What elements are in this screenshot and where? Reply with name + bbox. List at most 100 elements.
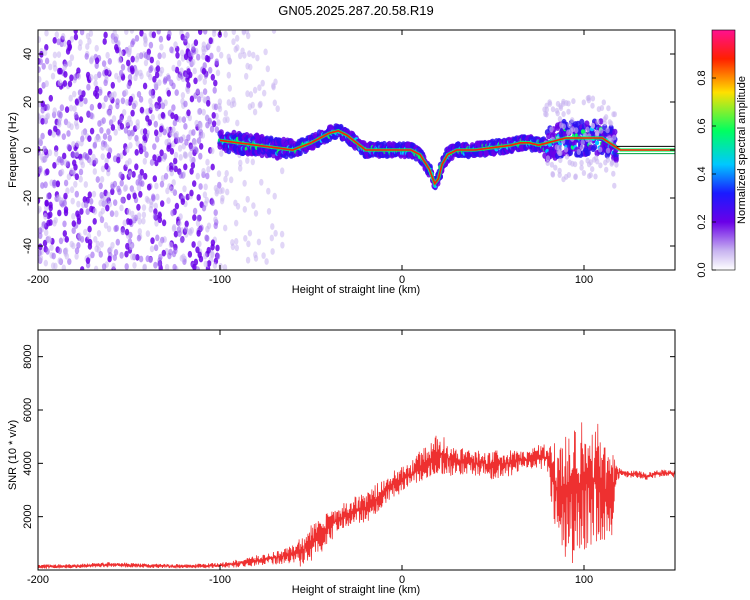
spectrogram-cell: [189, 144, 194, 152]
spectrogram-cell: [146, 183, 152, 191]
spectrogram-cell: [219, 150, 224, 157]
spectrogram-cell: [225, 116, 230, 123]
spectrogram-cell: [38, 197, 41, 204]
spectrogram-cell: [138, 255, 144, 263]
spectrogram-cell: [155, 65, 161, 73]
spectrogram-cell: [250, 158, 255, 166]
spectrogram-cell: [107, 255, 112, 263]
spectrogram-cell: [184, 138, 189, 146]
spectrogram-cell: [279, 230, 285, 238]
spectrogram-cell: [173, 113, 179, 121]
spectrogram-cell: [101, 102, 106, 109]
spectrogram-cell: [38, 232, 43, 240]
y-tick-label: -20: [22, 190, 34, 206]
spectrogram-cell: [216, 45, 221, 53]
spectrogram-cell: [148, 89, 153, 97]
spectrogram-cell: [191, 241, 196, 248]
spectrogram-cell: [144, 195, 150, 203]
colorbar-tick-label: 0.6: [696, 118, 708, 133]
spectrogram-cell: [63, 206, 69, 214]
spectrogram-cell: [59, 168, 65, 176]
spectrogram-cell: [586, 94, 592, 101]
spectrogram-cell: [581, 99, 586, 106]
spectrogram-cell: [113, 128, 118, 136]
spectrogram-cell: [82, 196, 88, 203]
spectrogram-cell: [141, 204, 147, 212]
spectrogram-cell: [78, 175, 83, 183]
spectrogram-cell: [38, 165, 43, 173]
spectrogram-cell: [207, 117, 212, 125]
spectrogram-cell: [598, 127, 604, 134]
spectrogram-cell: [149, 159, 155, 166]
spectrogram-cell: [136, 203, 141, 211]
spectrogram-cell: [196, 194, 201, 201]
spectrogram-cell: [171, 64, 176, 72]
spectrogram-cell: [603, 159, 608, 166]
x-tick-label: 100: [575, 274, 593, 286]
spectrogram-cell: [71, 151, 76, 159]
spectrogram-cell: [169, 79, 174, 87]
spectrogram-cell: [601, 99, 606, 106]
spectrogram-cell: [197, 240, 202, 248]
spectrogram-cell: [46, 192, 51, 200]
spectrogram-cell: [564, 153, 570, 160]
spectrogram-cell: [563, 146, 569, 153]
spectrogram-cell: [161, 249, 166, 257]
spectrogram-cell: [51, 252, 56, 260]
spectrogram-cell: [259, 178, 264, 186]
spectrogram-cell: [38, 249, 42, 257]
spectrogram-cell: [125, 119, 130, 127]
spectrogram-y-ticks: -40 -20 0 20 40: [22, 48, 675, 254]
spectrogram-cell: [130, 129, 135, 137]
spectrogram-cell: [137, 173, 142, 181]
spectrogram-cell: [244, 72, 249, 80]
spectrogram-cell: [76, 242, 81, 249]
colorbar: 0.0 0.2 0.4 0.6 0.8 Normalized spectral ampl…: [696, 29, 748, 278]
x-tick-label: -200: [27, 574, 49, 586]
spectrogram-cell: [151, 193, 156, 201]
spectrogram-cell: [100, 165, 106, 173]
spectrogram-cell: [186, 81, 191, 89]
spectrogram-cell: [270, 223, 275, 230]
spectrogram-cell: [580, 129, 586, 135]
spectrogram-cell: [52, 37, 57, 44]
spectrogram-cell: [69, 240, 74, 248]
spectrogram-cell: [579, 144, 585, 151]
spectrogram-cell: [113, 249, 119, 256]
spectrogram-cell: [177, 144, 183, 152]
spectrogram-cell: [153, 208, 158, 216]
spectrogram-cell: [208, 66, 213, 74]
spectrogram-cell: [62, 230, 67, 237]
spectrogram-cell: [166, 145, 171, 152]
spectrogram-cell: [44, 80, 49, 88]
spectrogram-cell: [139, 106, 145, 114]
spectrogram-cell: [43, 213, 48, 220]
spectrogram-cell: [179, 49, 185, 57]
y-tick-label: 4000: [22, 451, 34, 475]
spectrogram-cell: [179, 236, 185, 244]
spectrogram-cell: [71, 227, 76, 235]
spectrogram-cell: [190, 162, 196, 169]
spectrogram-cell: [96, 230, 102, 237]
spectrogram-cell: [253, 210, 259, 217]
spectrogram-cell: [108, 104, 113, 112]
spectrogram-cell: [86, 83, 91, 91]
spectrogram-cell: [77, 232, 82, 240]
spectrogram-cell: [66, 130, 71, 137]
spectrogram-cell: [105, 51, 110, 59]
spectrogram-cell: [93, 265, 99, 270]
spectrogram-cell: [54, 31, 59, 39]
spectrogram-cell: [47, 237, 52, 244]
spectrogram-cell: [122, 185, 128, 193]
spectrogram-cell: [94, 245, 99, 253]
spectrogram-cell: [570, 117, 575, 124]
spectrogram-cell: [219, 197, 225, 205]
spectrogram-cell: [264, 258, 269, 265]
spectrogram-cell: [40, 118, 45, 125]
spectrogram-cell: [73, 180, 78, 188]
spectrogram-cell: [553, 164, 558, 171]
spectrogram-cell: [66, 39, 72, 47]
spectrogram-cell: [155, 234, 160, 242]
spectrogram-cell: [63, 192, 68, 200]
spectrogram-cell: [99, 126, 104, 134]
